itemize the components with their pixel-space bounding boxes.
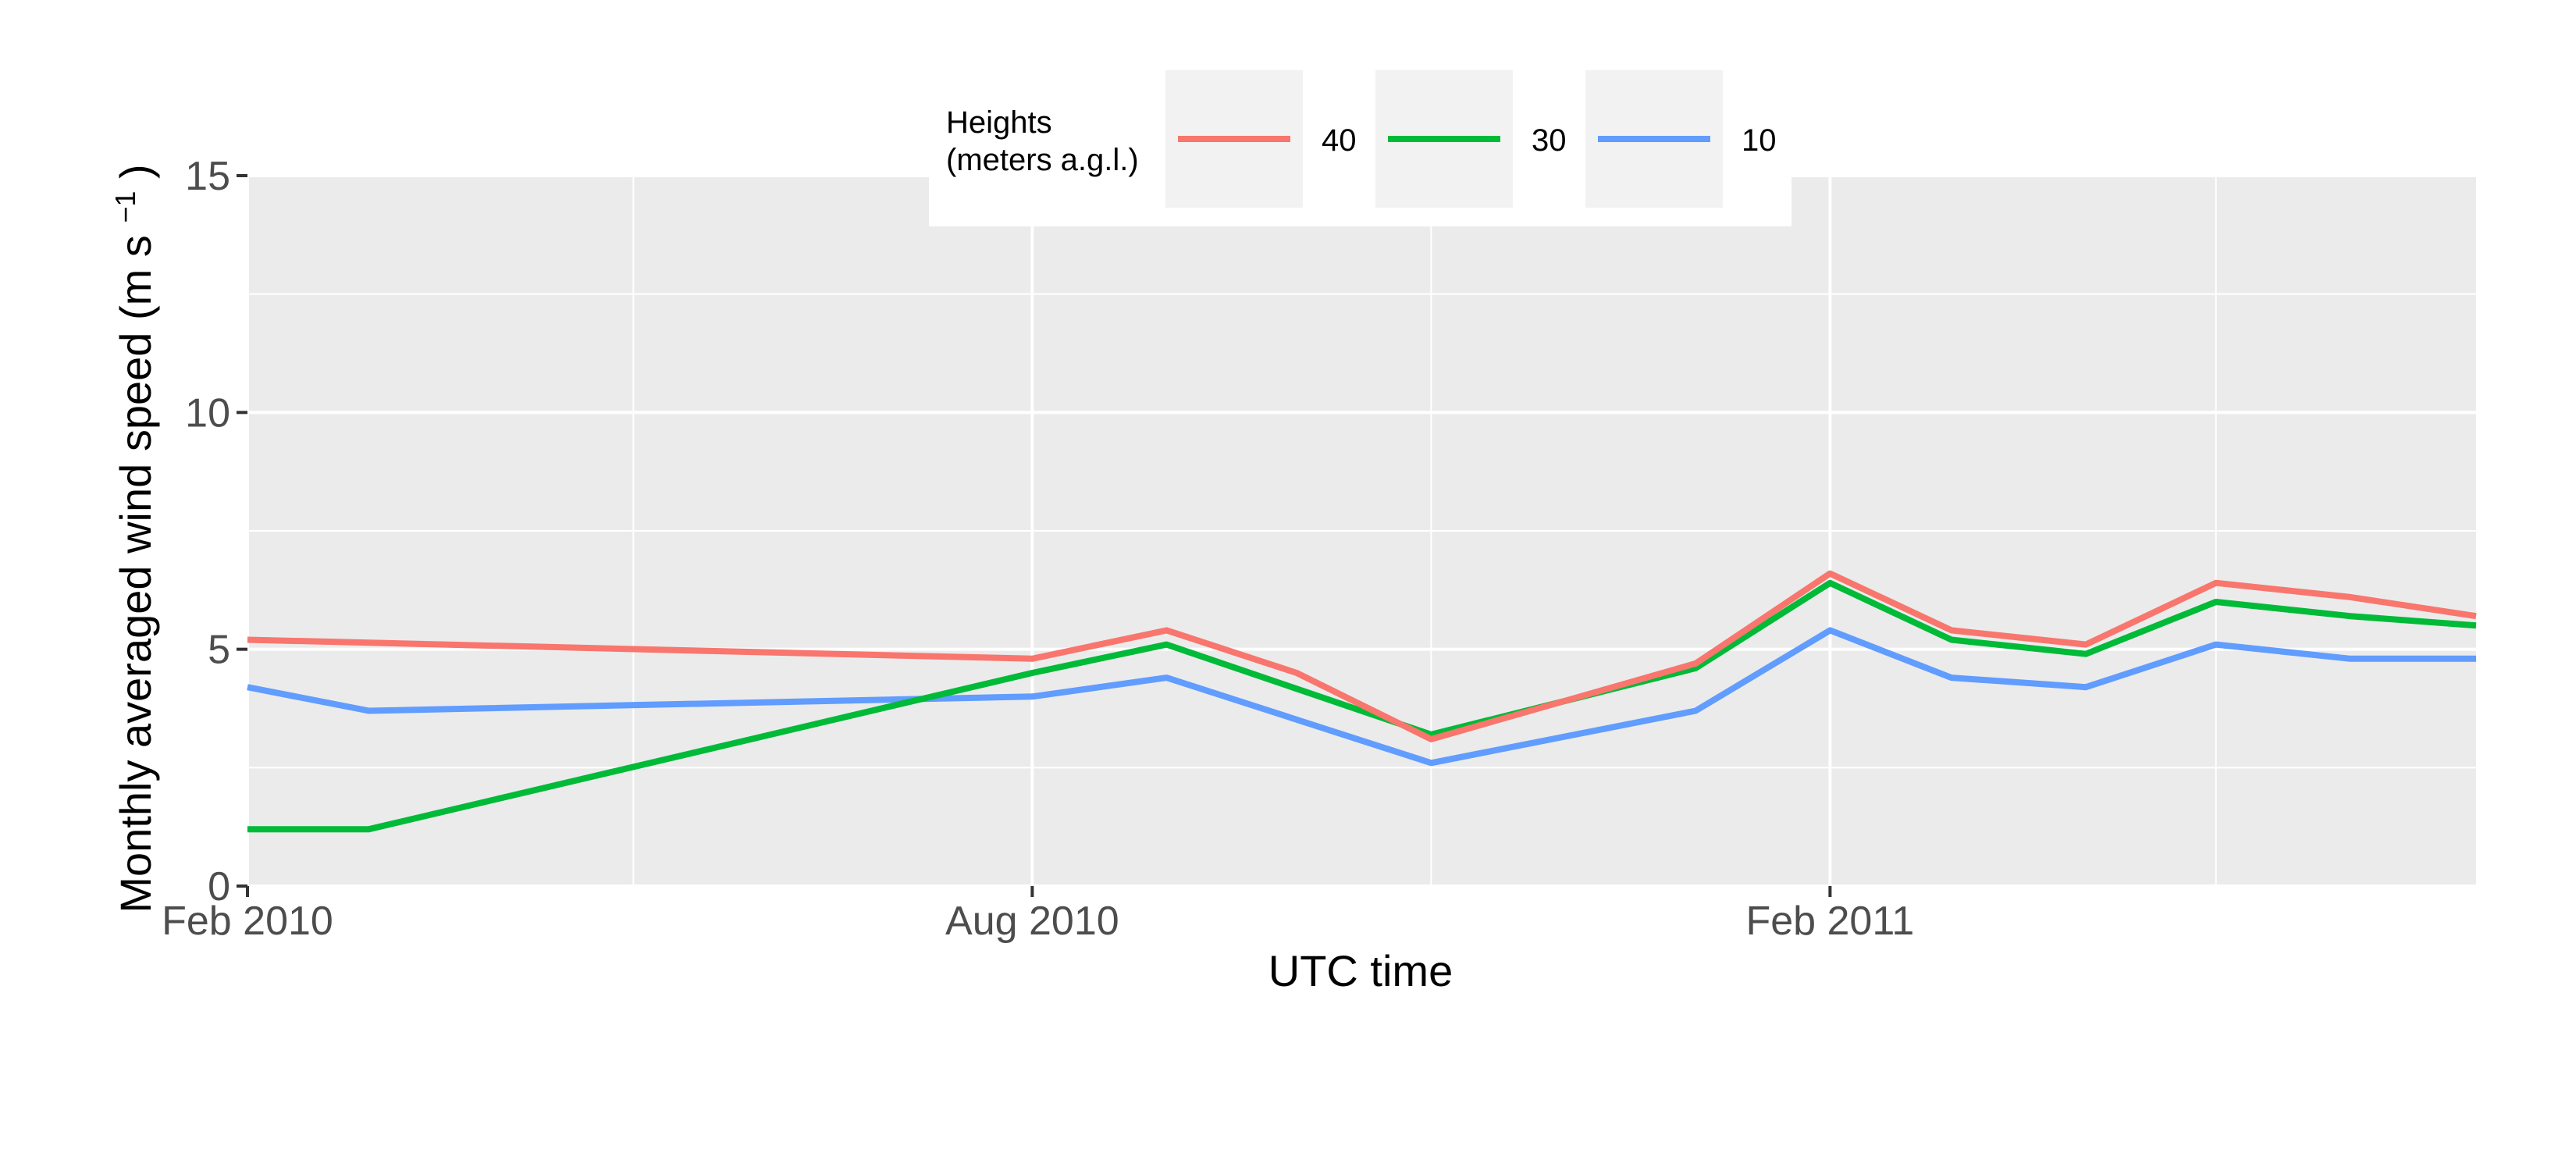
y-axis-title-main: Monthly averaged wind speed (m s: [111, 235, 160, 913]
y-tick-label: 10: [185, 390, 230, 436]
legend-title-line2: (meters a.g.l.): [946, 143, 1139, 177]
y-axis-title-superscript: −1: [109, 191, 141, 223]
x-tick-label: Feb 2010: [162, 899, 333, 944]
legend-label-40: 40: [1322, 123, 1357, 158]
legend: Heights (meters a.g.l.) 40 30 10: [929, 70, 1791, 226]
y-axis-title: Monthly averaged wind speed (m s −1 ): [95, 164, 160, 913]
legend-title: Heights (meters a.g.l.): [946, 105, 1139, 177]
series-line-40: [247, 570, 2477, 742]
y-tick-labels: 0 5 10 15: [185, 154, 230, 909]
x-tick-label: Feb 2011: [1745, 899, 1914, 944]
legend-items: 40 30 10: [1165, 70, 1777, 208]
y-tick-label: 0: [208, 864, 230, 909]
legend-title-line1: Heights: [946, 105, 1052, 140]
x-tick-label: Aug 2010: [945, 899, 1119, 944]
x-tick-labels: Feb 2010 Aug 2010 Feb 2011: [162, 899, 1914, 944]
legend-label-10: 10: [1742, 123, 1777, 158]
y-tick-label: 15: [185, 154, 230, 199]
series-line-30: [247, 579, 2477, 833]
y-tick-label: 5: [208, 628, 230, 673]
legend-label-30: 30: [1532, 123, 1567, 158]
y-axis-title-close: ): [111, 164, 160, 179]
axis-ticks: [237, 174, 1832, 897]
x-axis-title: UTC time: [1268, 946, 1453, 995]
series-layer: [247, 570, 2477, 833]
